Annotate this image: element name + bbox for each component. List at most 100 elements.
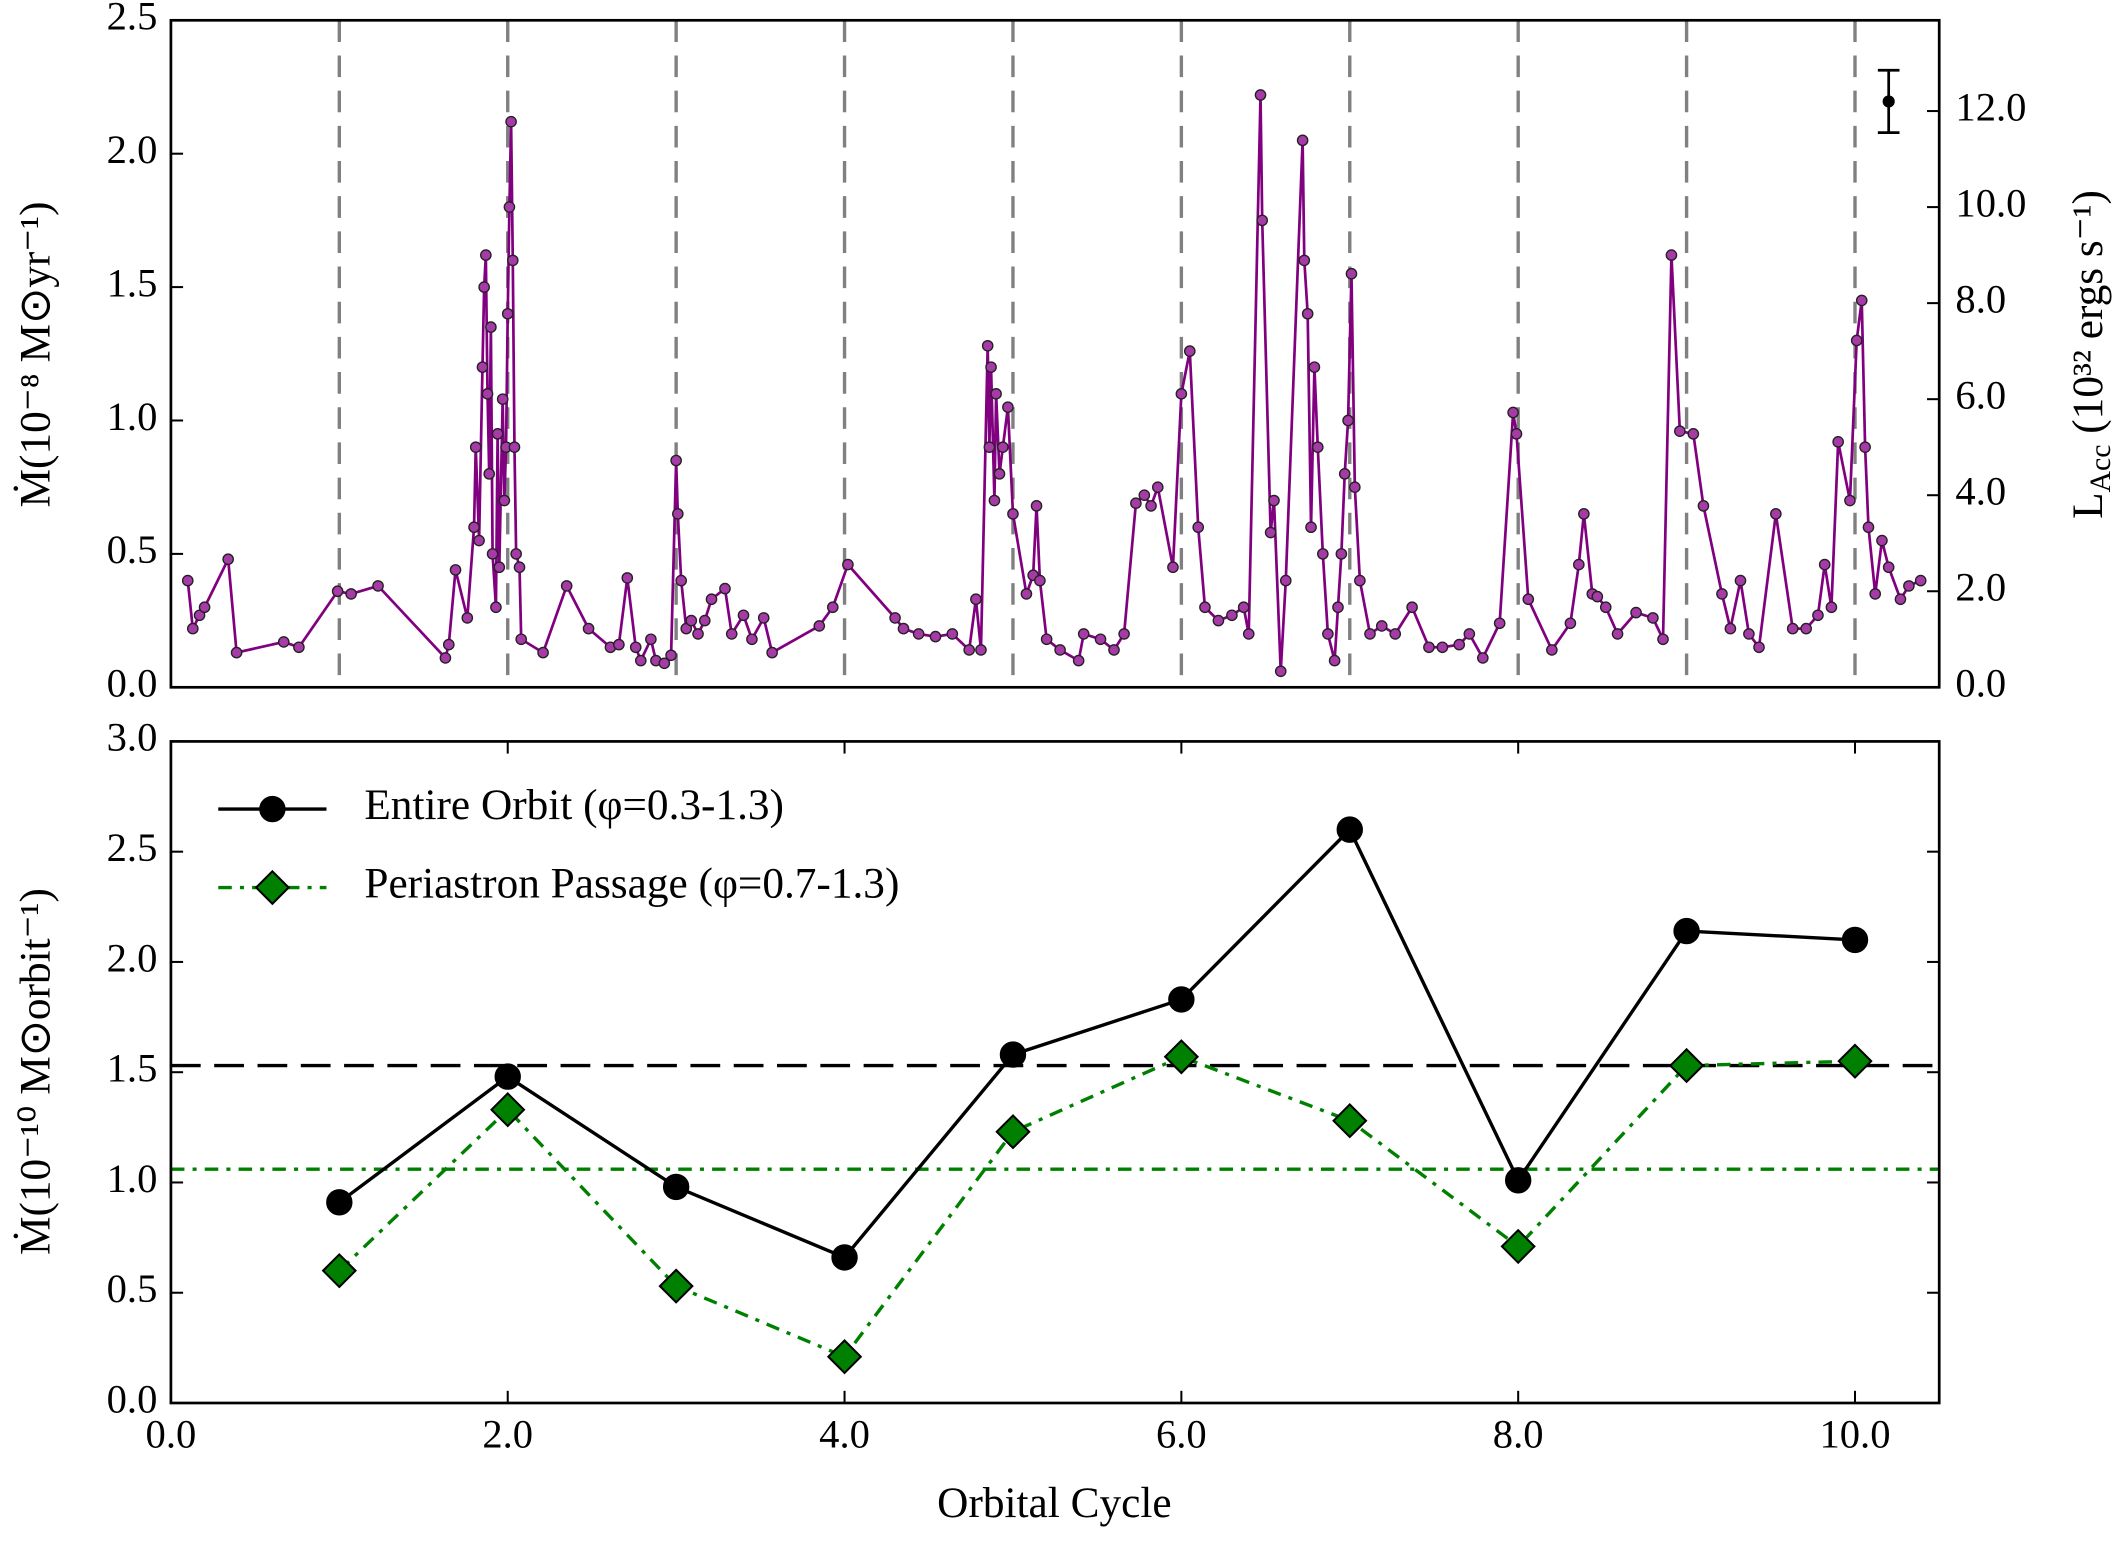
series-line [338, 827, 1856, 1260]
point [513, 561, 526, 574]
point [685, 614, 698, 627]
point [970, 593, 982, 606]
point [1345, 267, 1358, 280]
point [963, 644, 975, 656]
point [1546, 644, 1558, 656]
point [1163, 1039, 1200, 1075]
point [1493, 617, 1506, 630]
point [1226, 609, 1238, 622]
point [508, 441, 521, 453]
point [1256, 214, 1269, 227]
point [826, 1339, 863, 1375]
point [1296, 134, 1309, 147]
point [1264, 526, 1277, 539]
x-tick-label: 0.0 [146, 1411, 197, 1456]
point [501, 307, 514, 320]
y2-tick-label: 10.0 [1955, 180, 2026, 225]
point [1903, 580, 1915, 592]
point [1753, 641, 1765, 654]
point [331, 585, 344, 598]
point [675, 574, 688, 587]
point [506, 254, 519, 267]
point [1812, 609, 1824, 622]
point [1572, 558, 1585, 571]
point [181, 574, 194, 587]
point [1453, 638, 1466, 651]
point [1168, 986, 1195, 1013]
point [490, 1092, 526, 1128]
point [485, 321, 497, 333]
point [1734, 574, 1747, 587]
point [766, 646, 778, 659]
point [1349, 481, 1361, 494]
plot-area [181, 20, 1927, 688]
y-tick-label: 0.0 [107, 661, 158, 706]
point [1322, 628, 1334, 640]
point [985, 361, 997, 373]
point [469, 441, 482, 453]
y2-tick-label: 0.0 [1955, 661, 2006, 706]
point [1674, 425, 1686, 437]
point [1311, 441, 1324, 453]
y-tick-label: 2.5 [107, 825, 158, 870]
y-tick-label: 2.0 [107, 127, 158, 172]
point [1697, 500, 1710, 512]
x-tick-label: 2.0 [482, 1411, 533, 1456]
point [1832, 436, 1844, 448]
point [1522, 593, 1535, 606]
point [746, 633, 758, 646]
point [1389, 628, 1402, 640]
y2-label-main: L [2064, 492, 2112, 518]
point [1844, 494, 1856, 507]
point [1212, 614, 1225, 627]
point [1199, 601, 1211, 614]
point [1332, 1103, 1368, 1139]
y-tick-label: 2.5 [107, 0, 158, 39]
point [1855, 294, 1868, 307]
y2-tick-label: 2.0 [1955, 565, 2006, 610]
x-tick-label: 10.0 [1819, 1411, 1890, 1456]
x-axis-label: Orbital Cycle [937, 1479, 1171, 1527]
point [1716, 588, 1728, 600]
point [1869, 588, 1882, 600]
point [1130, 497, 1142, 510]
point [473, 534, 485, 547]
point [946, 628, 959, 640]
point [186, 622, 199, 635]
point [1825, 601, 1838, 614]
point [999, 1041, 1027, 1068]
point [1020, 588, 1033, 600]
point [468, 521, 480, 534]
y-axis-label: Ṁ(10⁻¹⁰ M⊙orbit⁻¹) [12, 888, 60, 1255]
point [491, 428, 504, 440]
point [1630, 606, 1642, 619]
point [897, 622, 910, 635]
point [1305, 521, 1317, 534]
point [1072, 654, 1085, 667]
point [1507, 406, 1519, 419]
point [983, 441, 996, 453]
point [981, 339, 994, 352]
y-tick-label: 3.0 [107, 715, 158, 760]
point [277, 636, 290, 648]
point [1882, 561, 1895, 574]
point [1578, 508, 1590, 520]
point [321, 1253, 357, 1289]
point [449, 564, 462, 576]
point [1332, 601, 1344, 614]
y2-label-sub: Acc [2084, 445, 2117, 493]
point [1108, 644, 1120, 656]
point [1094, 633, 1107, 646]
point [988, 494, 1001, 507]
point [1647, 612, 1659, 624]
point [478, 281, 490, 293]
point [1724, 622, 1737, 635]
y-tick-label: 0.0 [107, 1376, 158, 1421]
legend-label: Entire Orbit (φ=0.3-1.3) [364, 781, 784, 829]
point [1030, 500, 1043, 512]
point [665, 649, 677, 662]
plot-area [170, 816, 1940, 1375]
point [1007, 508, 1019, 520]
point [1328, 654, 1341, 667]
point [698, 614, 711, 627]
